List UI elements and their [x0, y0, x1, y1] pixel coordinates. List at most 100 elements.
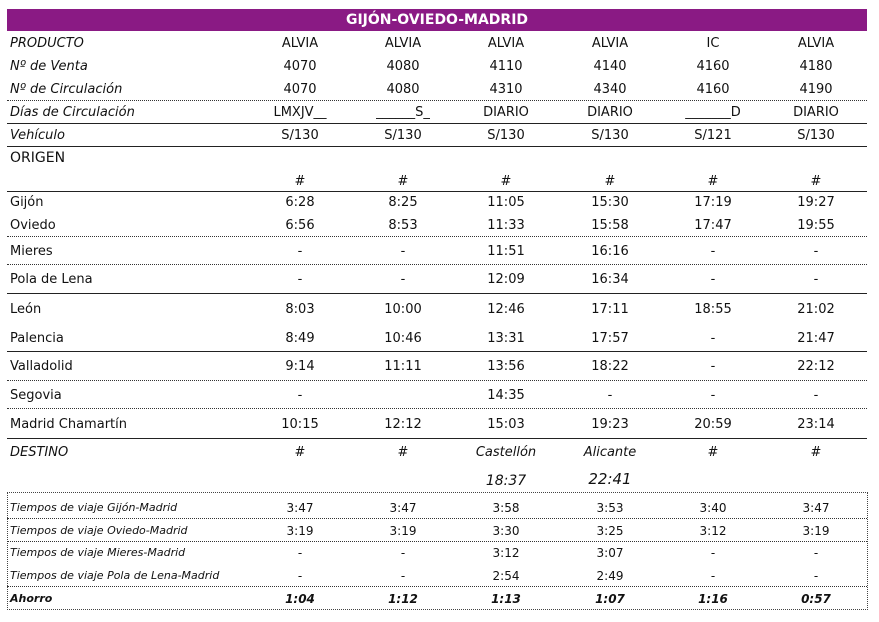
cell: 11:05 — [487, 195, 525, 210]
cell: - — [710, 244, 716, 259]
cell: 3:30 — [492, 524, 520, 538]
cell: 4070 — [283, 82, 317, 97]
cell: S/121 — [694, 128, 732, 143]
cell: - — [710, 388, 716, 403]
cell: ALVIA — [384, 36, 422, 51]
cell: # — [604, 174, 616, 189]
cell: # — [810, 174, 822, 189]
cell: - — [710, 546, 716, 560]
cell: 3:12 — [699, 524, 727, 538]
divider — [7, 146, 867, 147]
cell: 4180 — [799, 59, 833, 74]
cell: - — [400, 569, 406, 583]
row-label: Tiempos de viaje Oviedo-Madrid — [10, 524, 188, 537]
cell: 6:28 — [285, 195, 315, 210]
station-label: León — [10, 302, 42, 317]
cell: - — [813, 244, 819, 259]
cell: 4110 — [489, 59, 523, 74]
cell: - — [400, 272, 406, 287]
cell: - — [400, 244, 406, 259]
cell: 3:07 — [596, 546, 624, 560]
cell: 8:25 — [388, 195, 418, 210]
cell: ALVIA — [281, 36, 319, 51]
cell: # — [397, 174, 409, 189]
cell: S/130 — [281, 128, 319, 143]
origen-label: ORIGEN — [10, 150, 66, 166]
cell: 18:22 — [591, 359, 629, 374]
station-label: Oviedo — [10, 218, 56, 233]
cell: DIARIO — [483, 105, 529, 120]
cell: ______S_ — [376, 105, 430, 120]
station-row-gijon: Gijón 6:28 8:25 11:05 15:30 17:19 19:27 — [7, 192, 867, 214]
cell: 14:35 — [487, 388, 525, 403]
travel-row-gijon: Tiempos de viaje Gijón-Madrid 3:47 3:47 … — [7, 497, 867, 519]
divider — [7, 123, 867, 124]
row-label: Nº de Venta — [10, 59, 88, 74]
cell: 10:46 — [384, 331, 422, 346]
row-label: PRODUCTO — [10, 36, 84, 51]
cell: # — [707, 445, 719, 460]
cell: 8:53 — [388, 218, 418, 233]
divider — [7, 438, 867, 439]
divider — [7, 264, 867, 265]
cell: 12:09 — [487, 272, 525, 287]
cell: # — [294, 174, 306, 189]
cell: - — [297, 272, 303, 287]
divider — [7, 408, 867, 409]
cell: 23:14 — [797, 417, 835, 432]
table-title: GIJÓN-OVIEDO-MADRID — [7, 9, 867, 31]
row-label: Tiempos de viaje Mieres-Madrid — [10, 546, 186, 559]
station-row-madrid-chamartin: Madrid Chamartín 10:15 12:12 15:03 19:23… — [7, 414, 867, 436]
cell: _______D — [685, 105, 741, 120]
cell: - — [710, 569, 716, 583]
cell: 4080 — [386, 59, 420, 74]
divider — [7, 541, 867, 542]
cell: 1:13 — [491, 592, 521, 606]
cell: ALVIA — [591, 36, 629, 51]
cell: 3:53 — [596, 501, 624, 515]
cell: LMXJV__ — [273, 105, 327, 120]
cell: 4080 — [386, 82, 420, 97]
station-row-leon: León 8:03 10:00 12:46 17:11 18:55 21:02 — [7, 299, 867, 321]
row-label: Tiempos de viaje Pola de Lena-Madrid — [10, 569, 220, 582]
cell: 3:47 — [286, 501, 314, 515]
station-label: Segovia — [10, 388, 62, 403]
cell: # — [707, 174, 719, 189]
cell: 3:19 — [286, 524, 314, 538]
row-destino: DESTINO # # Castellón Alicante # # — [7, 442, 867, 464]
cell: 3:47 — [802, 501, 830, 515]
cell: - — [710, 272, 716, 287]
cell: - — [607, 388, 613, 403]
row-numero-venta: Nº de Venta 4070 4080 4110 4140 4160 418… — [7, 56, 867, 78]
cell: 11:51 — [487, 244, 525, 259]
row-label: Vehículo — [10, 128, 65, 143]
cell: 9:14 — [285, 359, 315, 374]
row-label: Días de Circulación — [10, 105, 135, 120]
cell: # — [500, 174, 512, 189]
cell: 3:25 — [596, 524, 624, 538]
row-producto: PRODUCTO ALVIA ALVIA ALVIA ALVIA IC ALVI… — [7, 33, 867, 55]
divider — [7, 518, 867, 519]
cell: 18:55 — [694, 302, 732, 317]
cell: 17:19 — [694, 195, 732, 210]
cell: 15:03 — [487, 417, 525, 432]
station-label: Palencia — [10, 331, 64, 346]
cell: 4070 — [283, 59, 317, 74]
divider — [7, 380, 867, 381]
row-vehiculo: Vehículo S/130 S/130 S/130 S/130 S/121 S… — [7, 125, 867, 147]
cell: ALVIA — [797, 36, 835, 51]
travel-row-oviedo: Tiempos de viaje Oviedo-Madrid 3:19 3:19… — [7, 520, 867, 542]
cell: 1:04 — [285, 592, 315, 606]
travel-times-box — [7, 492, 868, 610]
station-label: Pola de Lena — [10, 272, 93, 287]
cell: 2:49 — [596, 569, 624, 583]
cell: - — [813, 546, 819, 560]
divider — [7, 351, 867, 352]
divider — [7, 586, 867, 587]
cell: 6:56 — [285, 218, 315, 233]
cell: 19:55 — [797, 218, 835, 233]
cell: 15:58 — [591, 218, 629, 233]
station-label: Valladolid — [10, 359, 73, 374]
station-row-segovia: Segovia - 14:35 - - - — [7, 385, 867, 407]
cell: 15:30 — [591, 195, 629, 210]
